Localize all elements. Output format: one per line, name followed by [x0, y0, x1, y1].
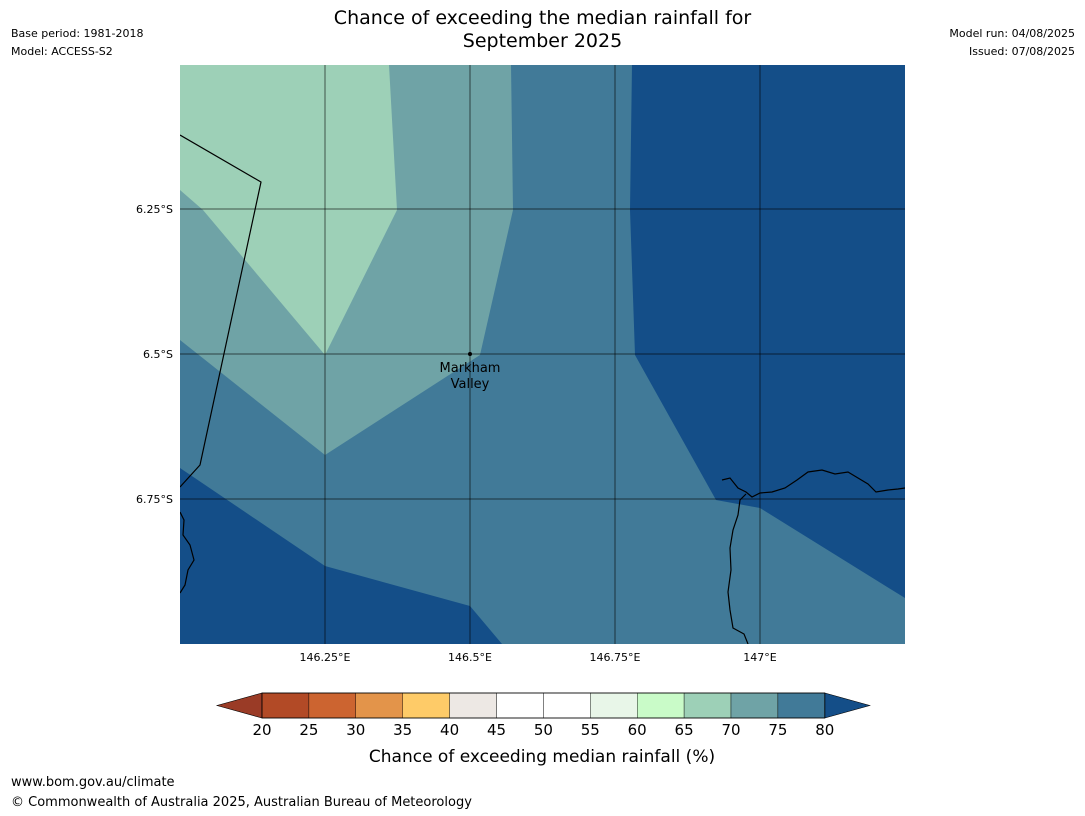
region-80-plus-southwest [180, 468, 502, 644]
colorbar-tick-label: 50 [534, 721, 553, 739]
colorbar-segment [637, 692, 685, 719]
region-80-plus-east [630, 65, 905, 598]
colorbar-outline [261, 692, 826, 719]
graticule [180, 65, 905, 644]
place-label-line-1: Markham [440, 361, 501, 376]
place-label-line-2: Valley [451, 377, 490, 392]
run-info: Model run: 04/08/2025 Issued: 07/08/2025 [949, 25, 1075, 61]
colorbar-tick-label: 80 [815, 721, 834, 739]
colorbar-tick-label: 25 [299, 721, 318, 739]
lon-label: 146.5°E [448, 651, 492, 664]
base-info: Base period: 1981-2018 Model: ACCESS-S2 [11, 25, 143, 61]
colorbar-tick-label: 30 [346, 721, 365, 739]
colorbar-segment [683, 692, 732, 719]
lat-label: 6.5°S [143, 348, 173, 361]
model-run: Model run: 04/08/2025 [949, 27, 1075, 40]
colorbar-tick-label: 55 [581, 721, 600, 739]
footer-copyright: © Commonwealth of Australia 2025, Austra… [11, 795, 472, 810]
colorbar-segment [777, 692, 826, 719]
colorbar-segment [730, 692, 779, 719]
colorbar-tick-label: 65 [675, 721, 694, 739]
colorbar-tick-label: 40 [440, 721, 459, 739]
markham-valley-marker [468, 352, 472, 356]
lon-label: 147°E [743, 651, 776, 664]
map-title: Chance of exceeding the median rainfall … [0, 7, 1085, 53]
title-line-1: Chance of exceeding the median rainfall … [333, 7, 752, 29]
colorbar-segment [308, 692, 356, 719]
lat-label: 6.75°S [136, 493, 173, 506]
colorbar-segment [402, 692, 450, 719]
footer-url[interactable]: www.bom.gov.au/climate [11, 775, 175, 790]
coastline-huon-gulf [721, 469, 905, 498]
colorbar-tick-label: 75 [768, 721, 787, 739]
colorbar-extend-high [824, 692, 871, 719]
region-65-70 [180, 65, 397, 355]
lon-label: 146.25°E [300, 651, 351, 664]
colorbar-extend-low [215, 692, 263, 719]
footer: www.bom.gov.au/climate © Commonwealth of… [11, 773, 472, 813]
issued-date: Issued: 07/08/2025 [968, 45, 1075, 58]
province-border [180, 134, 262, 488]
colorbar-tick-label: 45 [487, 721, 506, 739]
colorbar-segment [355, 692, 403, 719]
lat-label: 6.25°S [136, 203, 173, 216]
colorbar-segment [449, 692, 497, 719]
colorbar-label: Chance of exceeding median rainfall (%) [369, 747, 715, 767]
model-name: Model: ACCESS-S2 [11, 45, 113, 58]
lon-label: 146.75°E [590, 651, 641, 664]
colorbar-tick-label: 20 [252, 721, 271, 739]
colorbar-tick-label: 35 [393, 721, 412, 739]
coastline-east [727, 493, 749, 644]
colorbar-segment [590, 692, 638, 719]
colorbar-tick-label: 70 [721, 721, 740, 739]
title-line-2: September 2025 [462, 30, 623, 52]
base-period: Base period: 1981-2018 [11, 27, 144, 40]
colorbar-segment [543, 692, 591, 719]
colorbar-segment [261, 692, 310, 719]
colorbar: 20 25 30 35 40 45 50 55 60 65 70 75 80 [215, 692, 871, 739]
colorbar-tick-label: 60 [628, 721, 647, 739]
colorbar-segment [496, 692, 544, 719]
coastline-west [180, 511, 195, 594]
